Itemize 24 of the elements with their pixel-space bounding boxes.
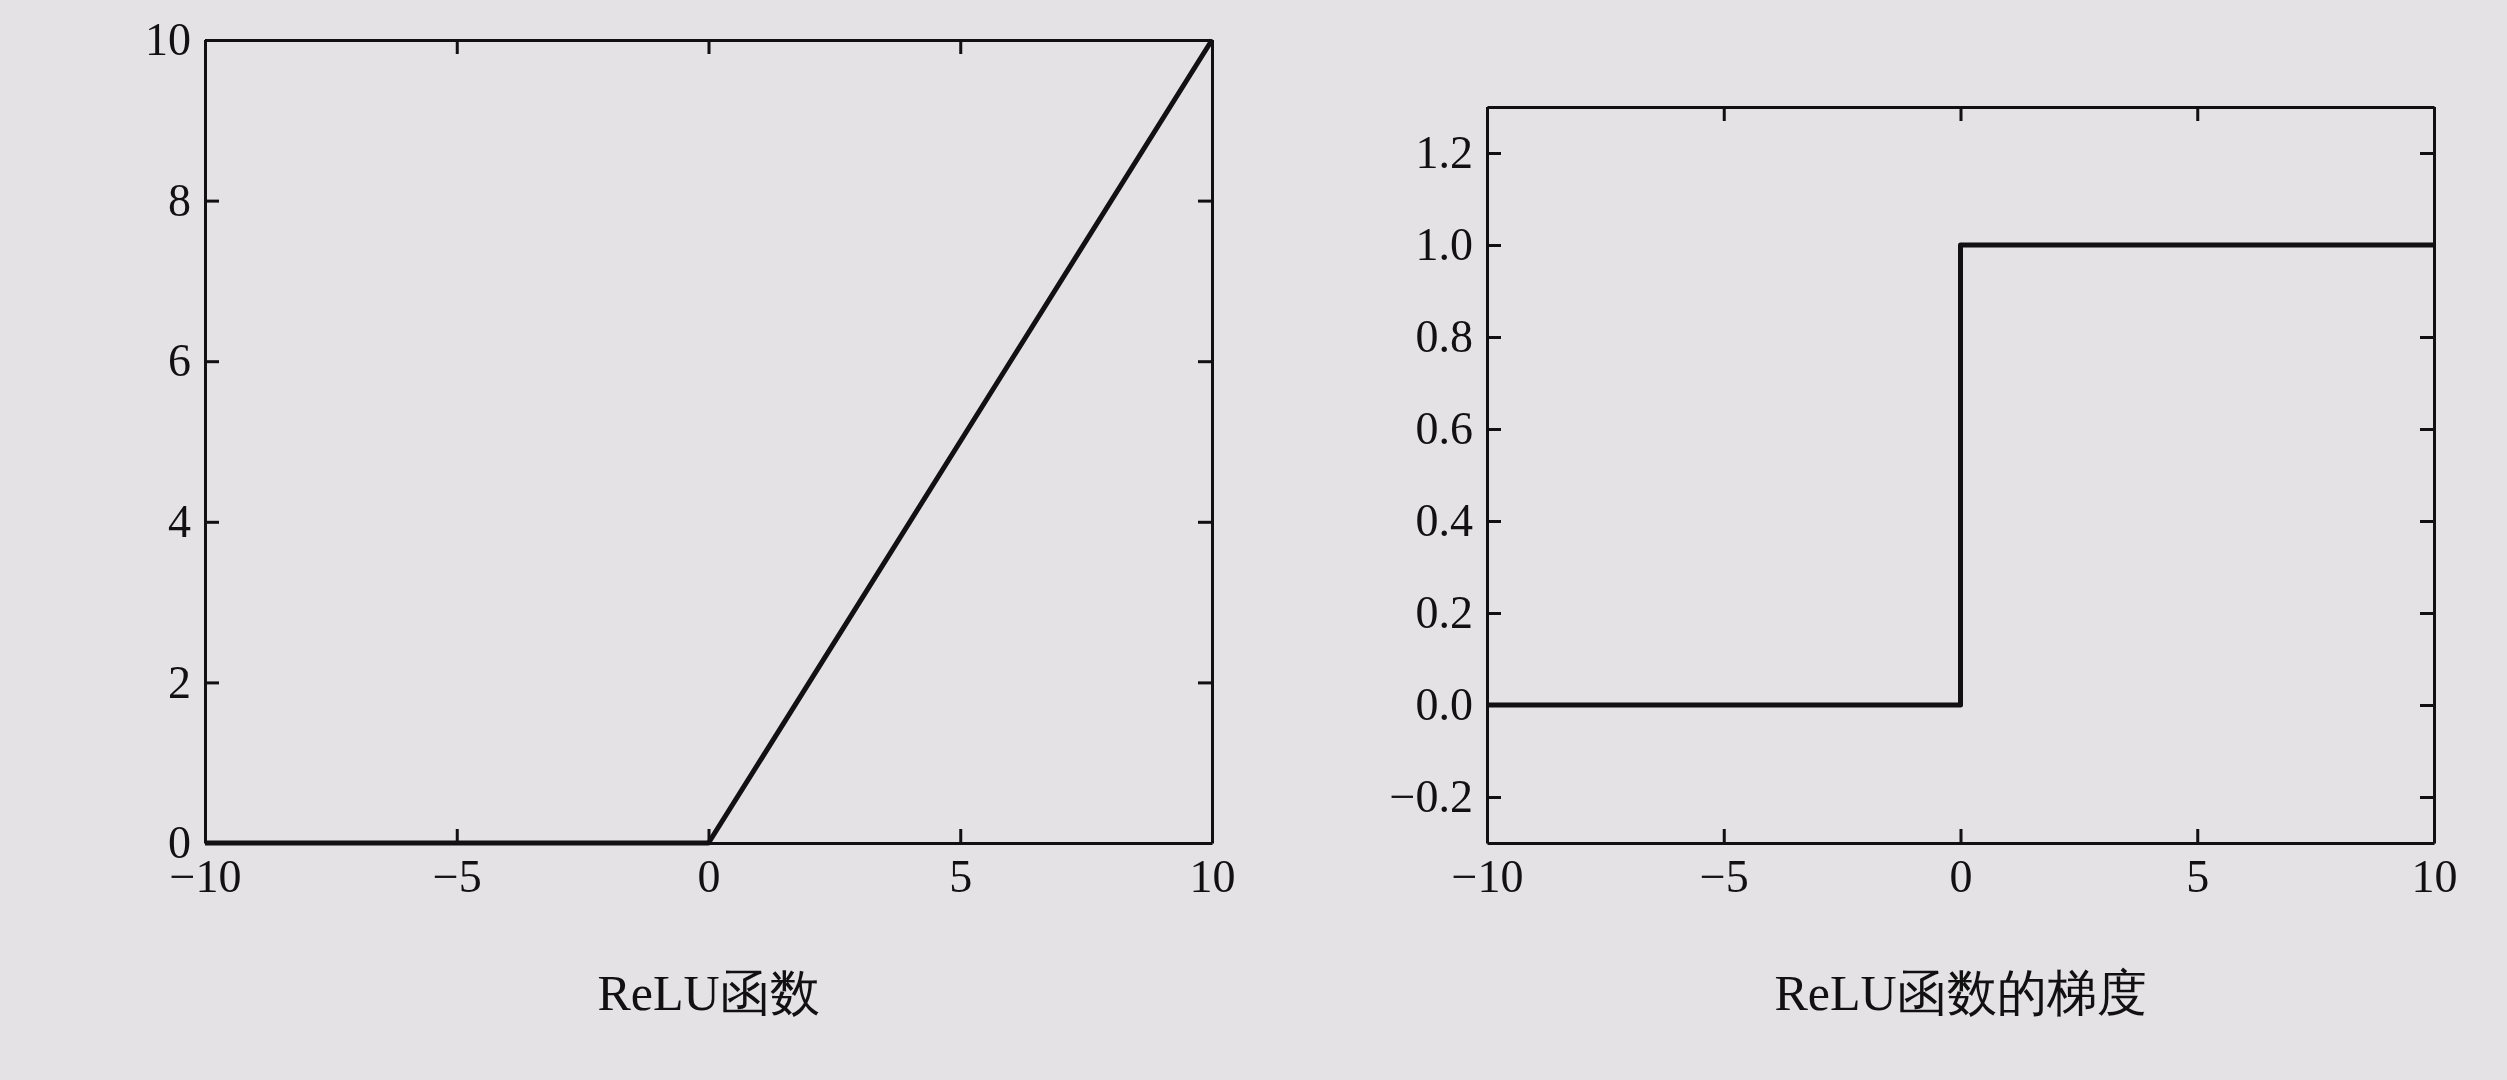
y-tick-label: 8 <box>168 174 191 226</box>
y-tick-label: 2 <box>168 656 191 708</box>
y-tick-label: 0.6 <box>1415 403 1473 455</box>
x-tick-label: 5 <box>949 850 973 902</box>
x-axis-title: ReLU函数的梯度 <box>1774 965 2147 1021</box>
y-tick-label: 6 <box>168 335 191 387</box>
x-tick-label: 10 <box>2411 850 2458 902</box>
y-tick-label: 1.0 <box>1415 219 1473 271</box>
x-tick-label: −10 <box>1451 850 1524 902</box>
y-tick-label: −0.2 <box>1389 771 1473 823</box>
y-tick-label: 0.8 <box>1415 311 1473 363</box>
x-tick-label: −5 <box>1699 850 1749 902</box>
y-tick-label: 1.2 <box>1415 127 1473 179</box>
y-tick-label: 4 <box>168 496 191 548</box>
y-tick-label: 0.4 <box>1415 495 1473 547</box>
x-tick-label: 0 <box>697 850 721 902</box>
y-tick-label: 0.0 <box>1415 679 1473 731</box>
x-axis-title: ReLU函数 <box>597 965 820 1021</box>
x-tick-label: 5 <box>2186 850 2210 902</box>
x-tick-label: −5 <box>432 850 482 902</box>
y-tick-label: 10 <box>145 14 191 66</box>
x-tick-label: 10 <box>1189 850 1236 902</box>
x-tick-label: 0 <box>1949 850 1973 902</box>
y-tick-label: 0.2 <box>1415 587 1473 639</box>
